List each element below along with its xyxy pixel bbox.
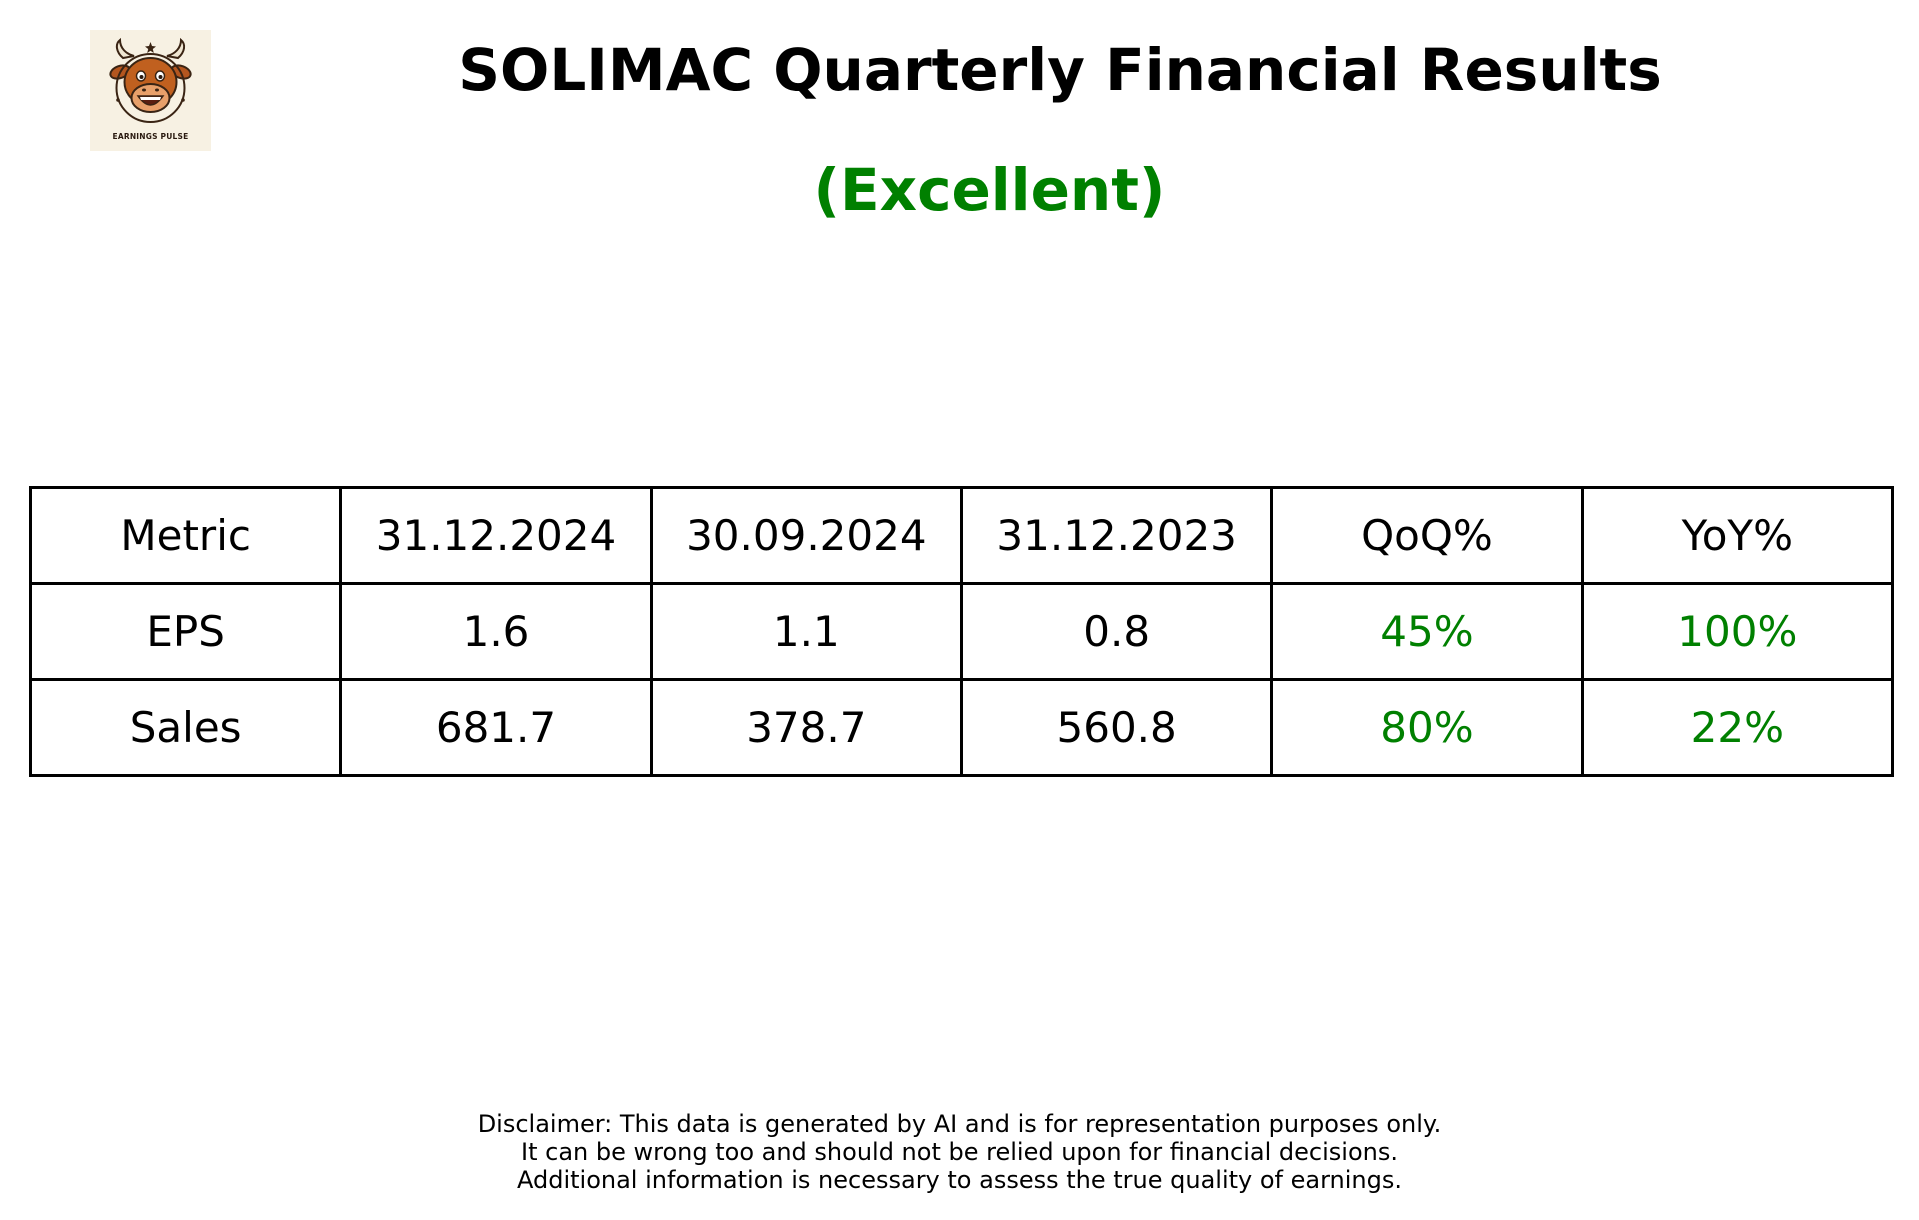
- value-current-quarter: 1.6: [339, 582, 653, 681]
- value-previous-quarter: 1.1: [649, 582, 963, 681]
- rating-label: (Excellent): [813, 156, 1166, 224]
- disclaimer-line: Additional information is necessary to a…: [516, 1166, 1402, 1194]
- header-current-quarter: 31.12.2024: [339, 486, 653, 585]
- yoy-change: 100%: [1580, 582, 1895, 681]
- value-previous-quarter: 378.7: [649, 678, 963, 777]
- qoq-change: 45%: [1270, 582, 1584, 681]
- metric-name: Sales: [28, 678, 343, 777]
- table-row-sales: Sales 681.7 378.7 560.8 80% 22%: [28, 678, 1895, 777]
- bull-mascot-icon: [109, 37, 192, 123]
- table-row-eps: EPS 1.6 1.1 0.8 45% 100%: [28, 582, 1895, 681]
- header-previous-quarter: 30.09.2024: [649, 486, 963, 585]
- metric-name: EPS: [28, 582, 343, 681]
- results-table: Metric 31.12.2024 30.09.2024 31.12.2023 …: [28, 486, 1895, 777]
- disclaimer-line: Disclaimer: This data is generated by AI…: [477, 1110, 1442, 1138]
- header-year-ago-quarter: 31.12.2023: [959, 486, 1274, 585]
- disclaimer-line: It can be wrong too and should not be re…: [521, 1138, 1398, 1166]
- header-yoy: YoY%: [1580, 486, 1895, 585]
- earnings-pulse-logo: EARNINGS PULSE: [90, 30, 211, 151]
- header-qoq: QoQ%: [1270, 486, 1584, 585]
- logo-text: EARNINGS PULSE: [112, 132, 189, 141]
- qoq-change: 80%: [1270, 678, 1584, 777]
- yoy-change: 22%: [1580, 678, 1895, 777]
- disclaimer: Disclaimer: This data is generated by AI…: [0, 1110, 1919, 1194]
- value-year-ago-quarter: 560.8: [959, 678, 1274, 777]
- value-current-quarter: 681.7: [339, 678, 653, 777]
- table-header-row: Metric 31.12.2024 30.09.2024 31.12.2023 …: [28, 486, 1895, 585]
- page-title: SOLIMAC Quarterly Financial Results: [458, 36, 1662, 104]
- value-year-ago-quarter: 0.8: [959, 582, 1274, 681]
- header-metric: Metric: [28, 486, 343, 585]
